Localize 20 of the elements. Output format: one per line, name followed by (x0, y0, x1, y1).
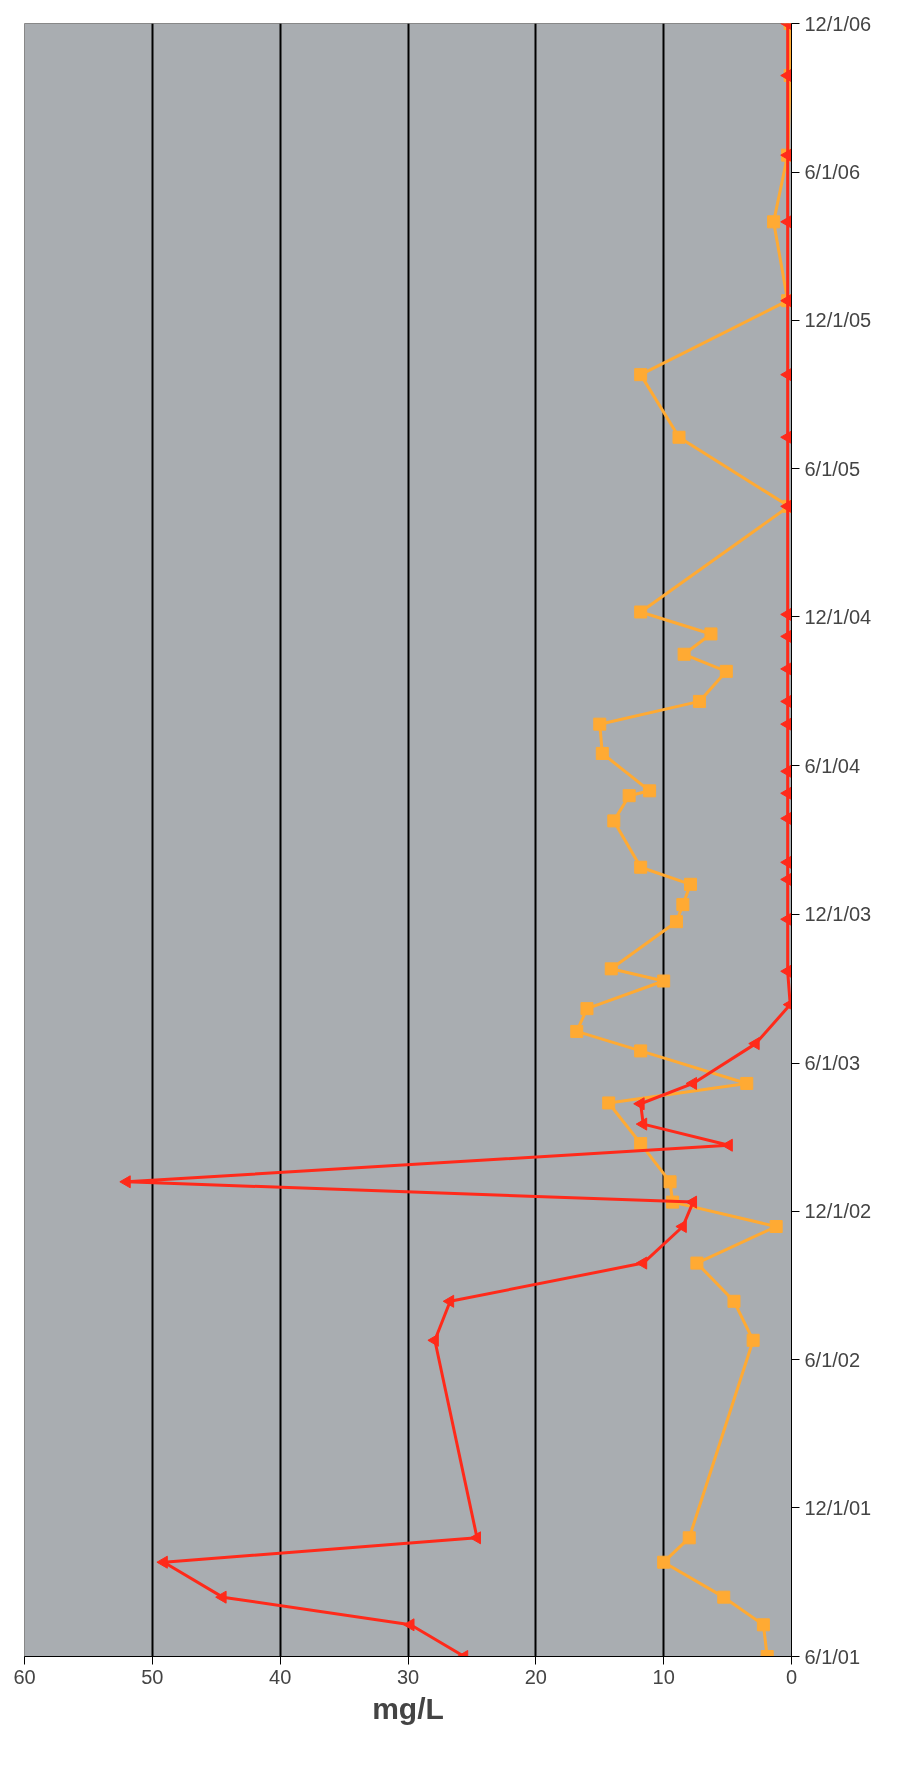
y-tick-label: 12/1/02 (804, 1200, 872, 1223)
x-tick-label: 10 (652, 1665, 675, 1688)
y-tick-label: 6/1/05 (804, 457, 861, 480)
x-tick-label: 60 (13, 1665, 36, 1688)
x-tick-label: 40 (269, 1665, 292, 1688)
y-tick-label: 12/1/04 (804, 605, 872, 628)
y-tick-label: 6/1/03 (804, 1052, 861, 1075)
y-tick-label: 12/1/05 (804, 309, 872, 332)
y-tick-label: 12/1/01 (804, 1496, 872, 1519)
x-tick-label: 20 (524, 1665, 547, 1688)
y-tick-label: 6/1/02 (804, 1348, 861, 1371)
y-tick-label: 12/1/06 (804, 12, 872, 35)
x-tick-label: 0 (785, 1665, 798, 1688)
x-tick-label: 50 (141, 1665, 164, 1688)
y-tick-label: 12/1/03 (804, 903, 872, 926)
x-tick-label: 30 (396, 1665, 420, 1688)
y-tick-label: 6/1/04 (804, 754, 861, 777)
y-tick-label: 6/1/06 (804, 161, 861, 184)
y-tick-label: 6/1/01 (804, 1645, 861, 1668)
x-axis-title: mg/L (372, 1691, 444, 1725)
